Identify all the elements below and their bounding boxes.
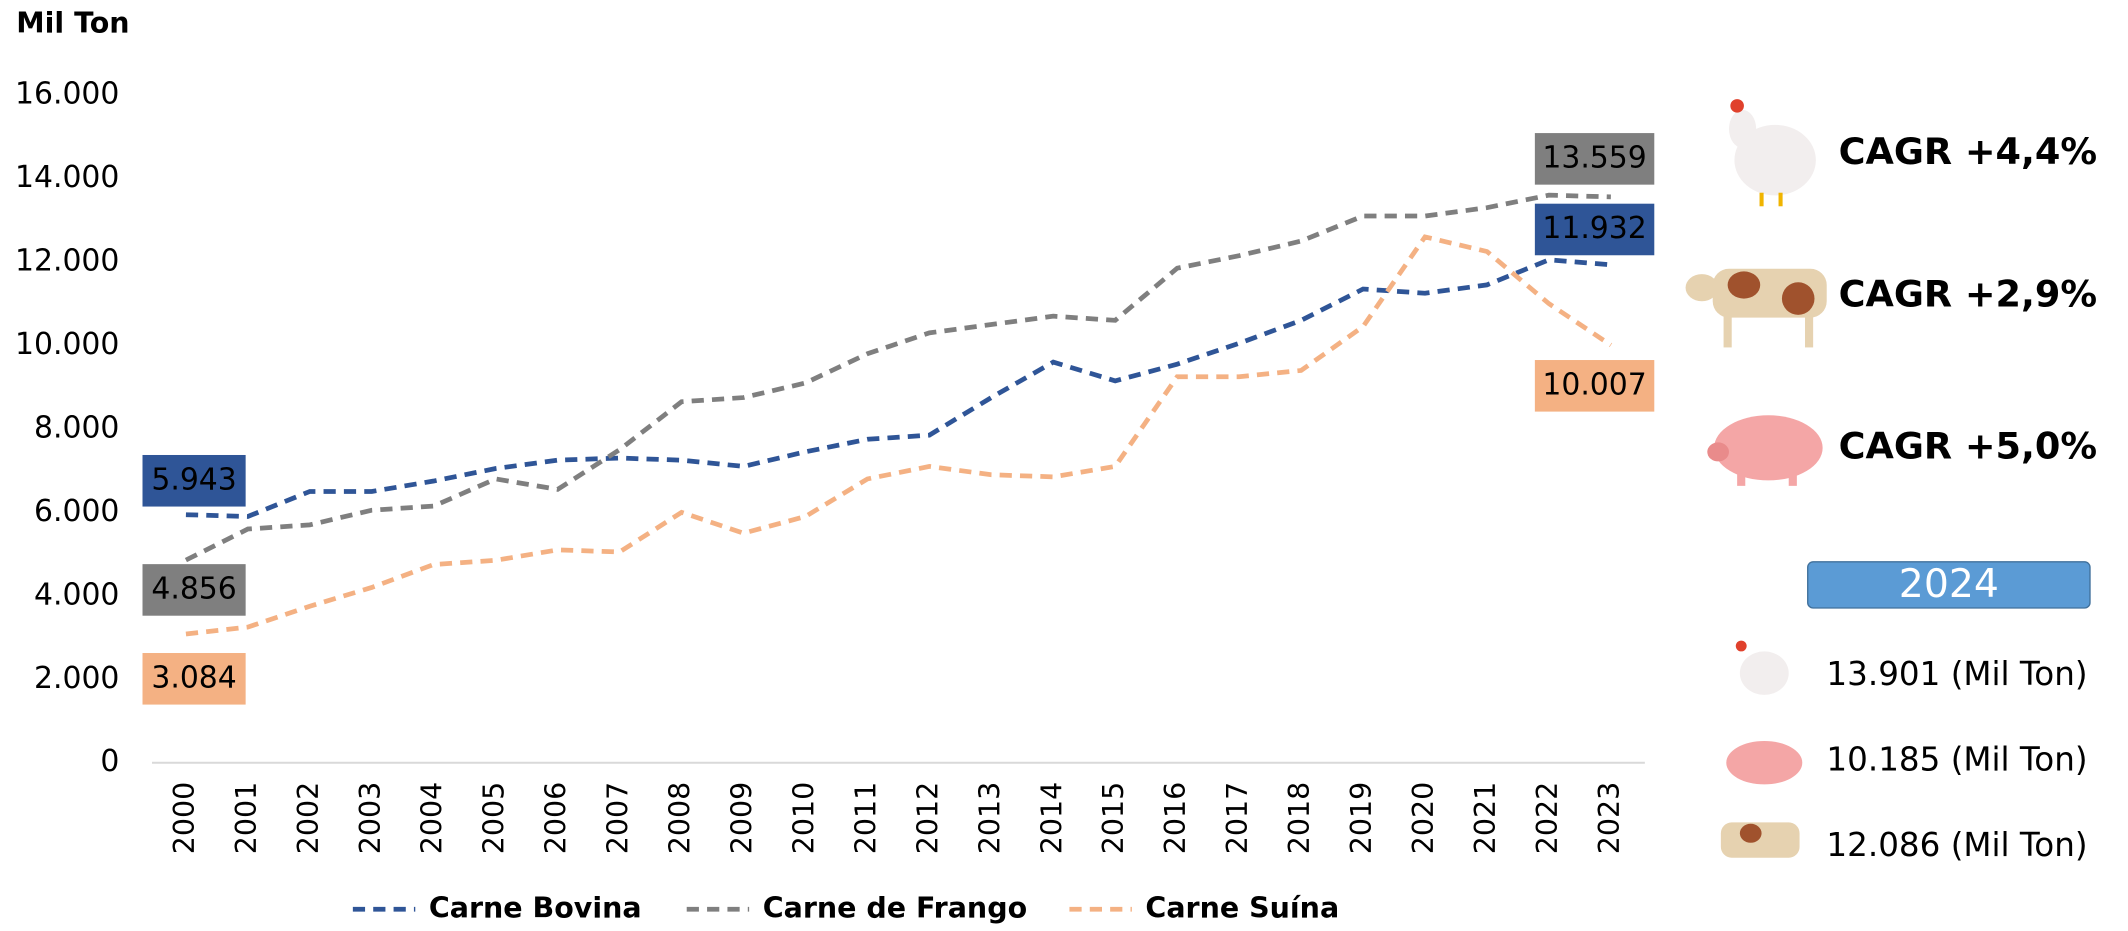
pig-icon bbox=[1707, 415, 1823, 486]
y-tick-label: 4.000 bbox=[34, 577, 119, 612]
cagr-label: CAGR +5,0% bbox=[1839, 424, 2098, 467]
year: 2024 bbox=[1899, 561, 1999, 607]
y-tick-label: 8.000 bbox=[34, 410, 119, 445]
value-label: 13.559 bbox=[1542, 140, 1646, 175]
small-pig-icon bbox=[1726, 741, 1803, 785]
y-tick-label: 6.000 bbox=[34, 494, 119, 529]
y-tick-label: 16.000 bbox=[15, 77, 119, 112]
value-label-box bbox=[142, 454, 246, 507]
y-tick-label: 2.000 bbox=[34, 661, 119, 696]
cow-icon bbox=[1685, 268, 1827, 348]
x-tick-label: 2013 bbox=[973, 782, 1006, 855]
legend-label: Carne de Frango bbox=[763, 891, 1027, 924]
value-label-box bbox=[1534, 360, 1655, 412]
production-2024: 12.086 (Mil Ton) bbox=[1826, 826, 2087, 864]
x-tick-label: 2007 bbox=[602, 782, 635, 855]
value-label-box bbox=[1534, 203, 1655, 256]
x-tick-label: 2002 bbox=[292, 782, 325, 855]
x-tick-label: 2001 bbox=[230, 782, 263, 855]
y-tick-label: 10.000 bbox=[15, 327, 119, 362]
x-tick-label: 2012 bbox=[911, 782, 944, 855]
x-tick-label: 2016 bbox=[1159, 782, 1192, 855]
x-tick-label: 2014 bbox=[1035, 782, 1068, 855]
value-label-box bbox=[142, 564, 246, 616]
series-line bbox=[185, 234, 1613, 637]
x-tick-label: 2022 bbox=[1531, 782, 1564, 855]
y-tick-label: 0 bbox=[100, 744, 119, 779]
series-line bbox=[185, 257, 1612, 519]
chicken-icon bbox=[1729, 99, 1816, 207]
x-tick-label: 2009 bbox=[726, 782, 759, 855]
value-label: 5.943 bbox=[151, 462, 236, 497]
x-tick-label: 2000 bbox=[168, 782, 201, 855]
value-label: 11.932 bbox=[1542, 211, 1646, 246]
year-box bbox=[1807, 561, 2091, 609]
production-2024: 13.901 (Mil Ton) bbox=[1826, 655, 2087, 693]
x-tick-label: 2017 bbox=[1221, 782, 1254, 855]
cagr-label: CAGR +4,4% bbox=[1839, 130, 2098, 173]
y-tick-label: 14.000 bbox=[15, 160, 119, 195]
x-tick-label: 2015 bbox=[1097, 782, 1130, 855]
x-tick-label: 2004 bbox=[416, 782, 449, 855]
legend-label: Carne Bovina bbox=[429, 891, 642, 924]
x-tick-label: 2003 bbox=[354, 782, 387, 855]
value-label-box bbox=[1534, 133, 1655, 185]
value-label-box bbox=[142, 653, 246, 705]
production-2024: 10.185 (Mil Ton) bbox=[1826, 740, 2087, 778]
value-label: 3.084 bbox=[151, 660, 236, 695]
x-tick-label: 2021 bbox=[1469, 782, 1502, 855]
small-chicken-icon bbox=[1735, 640, 1789, 695]
legend-label: Carne Suína bbox=[1145, 891, 1339, 924]
value-label: 4.856 bbox=[151, 571, 236, 606]
x-tick-label: 2005 bbox=[478, 782, 511, 855]
x-tick-label: 2018 bbox=[1283, 782, 1316, 855]
x-tick-label: 2023 bbox=[1593, 782, 1626, 855]
y-axis-title: Mil Ton bbox=[16, 6, 129, 39]
value-label: 10.007 bbox=[1542, 367, 1646, 402]
series-line bbox=[184, 192, 1611, 563]
x-tick-label: 2010 bbox=[787, 782, 820, 855]
cagr-label: CAGR +2,9% bbox=[1839, 272, 2098, 315]
x-tick-label: 2019 bbox=[1345, 782, 1378, 855]
x-tick-label: 2008 bbox=[664, 782, 697, 855]
x-tick-label: 2011 bbox=[849, 782, 882, 855]
x-tick-label: 2006 bbox=[540, 782, 573, 855]
x-tick-label: 2020 bbox=[1407, 782, 1440, 855]
y-tick-label: 12.000 bbox=[15, 243, 119, 278]
small-cow-icon bbox=[1720, 822, 1800, 858]
